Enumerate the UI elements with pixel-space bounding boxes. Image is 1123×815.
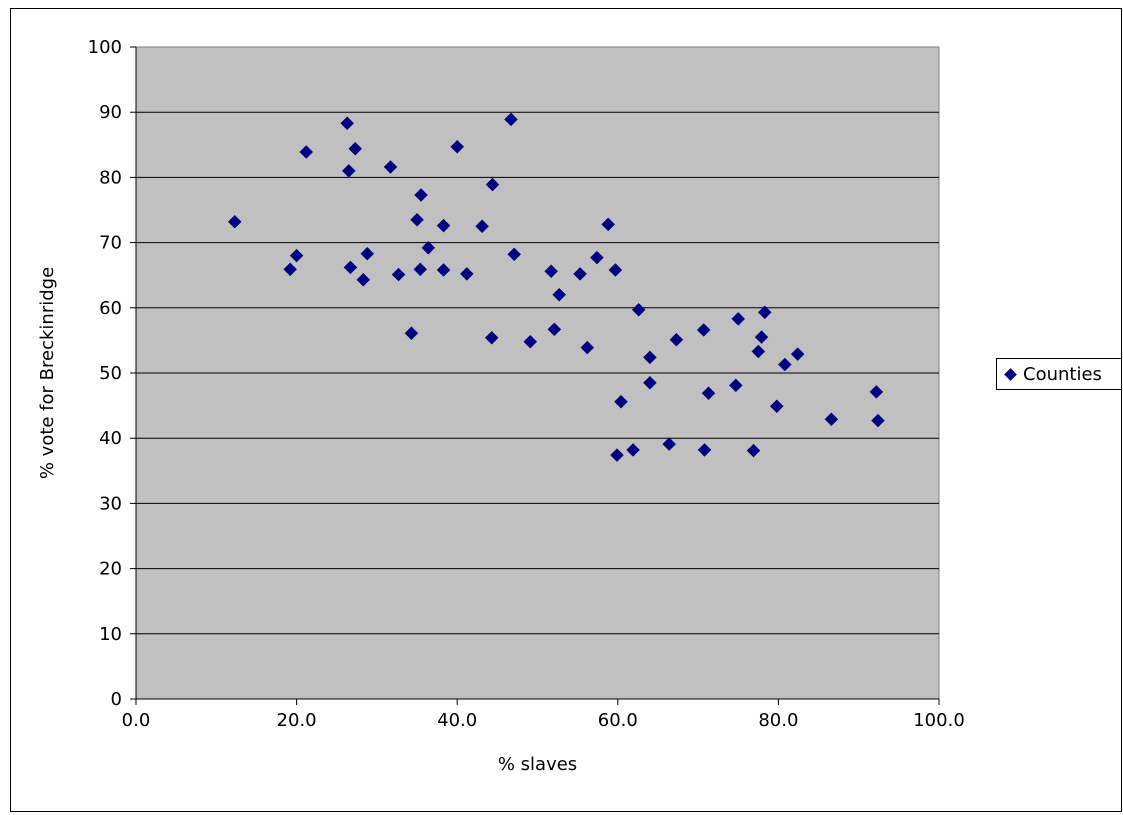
data-point bbox=[340, 116, 355, 131]
data-point bbox=[299, 145, 314, 159]
data-point bbox=[824, 412, 839, 427]
data-point bbox=[485, 177, 500, 192]
data-point bbox=[696, 323, 711, 337]
data-point bbox=[669, 332, 684, 347]
data-point bbox=[573, 267, 587, 281]
x-tick-label-0.0: 0.0 bbox=[122, 710, 151, 731]
data-point bbox=[343, 260, 358, 275]
data-point bbox=[523, 334, 538, 349]
data-point bbox=[404, 326, 419, 341]
data-point bbox=[769, 399, 784, 414]
data-point bbox=[436, 263, 451, 277]
data-point bbox=[414, 188, 428, 202]
data-point bbox=[601, 217, 616, 232]
data-point bbox=[614, 394, 628, 409]
y-tick-label-80: 80 bbox=[99, 167, 122, 188]
data-point bbox=[436, 218, 451, 233]
data-point bbox=[348, 141, 363, 156]
data-point bbox=[459, 267, 474, 281]
data-point bbox=[547, 322, 562, 337]
data-point bbox=[341, 164, 356, 178]
y-tick-label-90: 90 bbox=[99, 102, 122, 123]
y-tick-label-70: 70 bbox=[99, 233, 122, 254]
data-point bbox=[871, 413, 885, 428]
data-point bbox=[731, 312, 746, 326]
axes bbox=[130, 46, 940, 705]
data-point bbox=[450, 139, 465, 154]
y-tick-labels: 0 10 20 30 40 50 60 70 80 90 100 bbox=[88, 37, 122, 710]
data-point bbox=[643, 350, 657, 365]
gridlines bbox=[136, 111, 939, 635]
data-point bbox=[484, 330, 499, 345]
data-point bbox=[289, 248, 304, 263]
data-point bbox=[610, 448, 624, 463]
y-tick-label-50: 50 bbox=[99, 363, 122, 384]
data-point bbox=[754, 330, 769, 344]
data-point bbox=[626, 443, 640, 457]
x-tick-labels: 0.0 20.0 40.0 60.0 80.0 100.0 bbox=[122, 710, 965, 731]
x-tick-label-100.0: 100.0 bbox=[913, 710, 965, 731]
legend: Counties bbox=[996, 358, 1122, 390]
data-point bbox=[662, 437, 677, 451]
data-point bbox=[580, 340, 595, 355]
data-point bbox=[507, 247, 522, 262]
data-point bbox=[283, 262, 298, 277]
data-point bbox=[590, 250, 604, 265]
data-point bbox=[383, 160, 398, 174]
data-point bbox=[701, 386, 716, 401]
data-point bbox=[413, 262, 428, 277]
y-axis-title: % vote for Breckinridge bbox=[37, 267, 58, 479]
data-point bbox=[631, 302, 646, 317]
x-tick-label-80.0: 80.0 bbox=[758, 710, 798, 731]
data-point bbox=[421, 240, 436, 255]
data-point bbox=[475, 219, 489, 234]
data-point bbox=[552, 287, 567, 302]
data-point bbox=[728, 378, 743, 393]
data-point bbox=[360, 246, 375, 261]
data-point bbox=[608, 263, 623, 277]
data-point bbox=[869, 385, 884, 399]
data-point bbox=[410, 212, 424, 227]
y-tick-label-0: 0 bbox=[111, 689, 122, 710]
data-points bbox=[227, 112, 885, 463]
y-tick-label-30: 30 bbox=[99, 493, 122, 514]
data-point bbox=[757, 305, 772, 320]
y-tick-label-60: 60 bbox=[99, 298, 122, 319]
data-point bbox=[391, 267, 406, 282]
data-point bbox=[697, 443, 712, 457]
legend-label: Counties bbox=[1023, 363, 1102, 385]
x-tick-label-60.0: 60.0 bbox=[598, 710, 638, 731]
x-tick-label-20.0: 20.0 bbox=[277, 710, 317, 731]
data-point bbox=[790, 347, 805, 361]
data-point bbox=[777, 357, 792, 372]
data-point bbox=[746, 443, 761, 458]
legend-marker-diamond-icon bbox=[1004, 367, 1017, 381]
data-point bbox=[356, 272, 371, 287]
y-tick-label-20: 20 bbox=[99, 559, 122, 580]
y-tick-label-40: 40 bbox=[99, 428, 122, 449]
data-point bbox=[227, 214, 242, 229]
y-tick-label-100: 100 bbox=[88, 37, 122, 58]
x-axis-title: % slaves bbox=[498, 754, 577, 775]
data-point bbox=[643, 375, 657, 390]
data-point bbox=[751, 344, 766, 359]
data-point bbox=[504, 112, 518, 127]
y-tick-label-10: 10 bbox=[99, 624, 122, 645]
x-tick-label-40.0: 40.0 bbox=[437, 710, 477, 731]
data-point bbox=[544, 264, 559, 279]
